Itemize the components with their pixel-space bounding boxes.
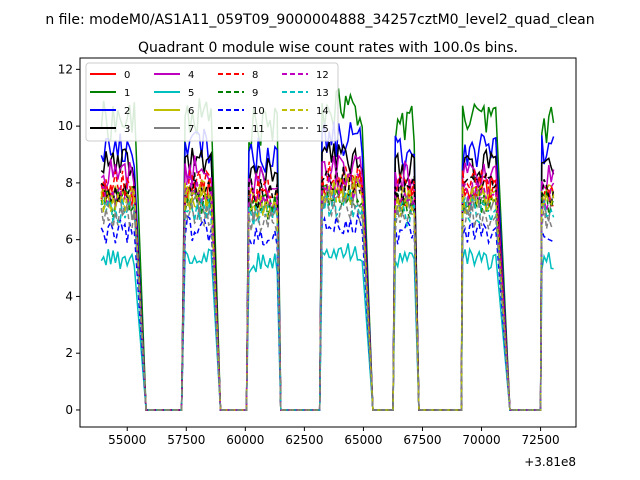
y-axis: 0 2 4 6 8 10 12 [58,62,80,417]
legend-label-1: 1 [124,88,130,99]
x-tick-label: 67500 [403,433,441,447]
series-line-8 [100,161,555,411]
legend-label-7: 7 [188,124,194,135]
y-tick-label: 0 [65,403,73,417]
legend-label-2: 2 [124,106,130,117]
y-tick-label: 10 [58,119,73,133]
y-tick-label: 2 [65,346,73,360]
x-tick-label: 72500 [521,433,559,447]
x-tick-label: 60000 [226,433,264,447]
legend-label-4: 4 [188,70,194,81]
x-tick-label: 70000 [462,433,500,447]
series-line-14 [100,177,555,411]
legend-label-10: 10 [252,106,265,117]
legend-label-12: 12 [316,70,329,81]
x-offset-label: +3.81e8 [524,455,576,469]
legend-label-15: 15 [316,124,329,135]
series-line-10 [100,212,554,411]
x-tick-label: 57500 [167,433,205,447]
x-tick-label: 55000 [108,433,146,447]
x-tick-label: 62500 [285,433,323,447]
series-line-13 [100,189,555,411]
legend-label-3: 3 [124,124,130,135]
x-tick-label: 65000 [344,433,382,447]
y-tick-label: 12 [58,62,73,76]
x-axis: 55000 57500 60000 62500 65000 67500 70000 72500 [108,427,560,447]
y-tick-label: 8 [65,176,73,190]
legend-label-9: 9 [252,88,258,99]
legend-label-5: 5 [188,88,194,99]
series-line-2 [100,121,555,411]
y-tick-label: 4 [65,289,73,303]
plot-frame [79,57,577,428]
legend-label-13: 13 [316,88,329,99]
legend-label-11: 11 [252,124,265,135]
series-line-5 [100,243,554,411]
series-layer [100,88,555,411]
series-line-15 [100,194,555,411]
legend-label-8: 8 [252,70,258,81]
legend-label-0: 0 [124,70,130,81]
chart-suptitle: n file: modeM0/AS1A11_059T09_9000004888_… [45,12,594,28]
y-tick-label: 6 [65,233,73,247]
legend-label-14: 14 [316,106,329,117]
chart-title: Quadrant 0 module wise count rates with … [138,40,518,56]
legend-label-6: 6 [188,106,194,117]
legend-box [85,62,339,142]
